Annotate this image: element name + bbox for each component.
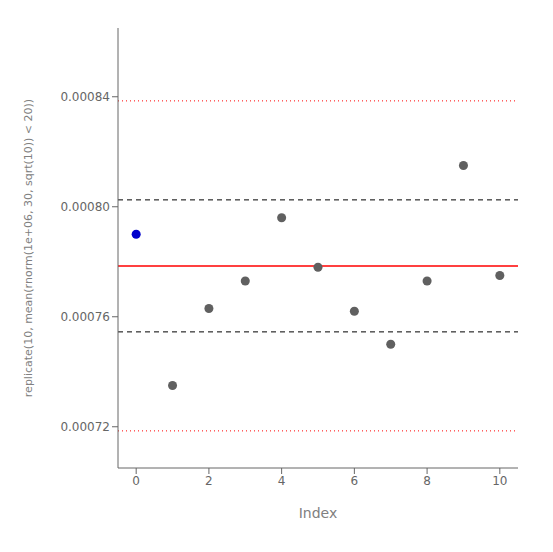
svg-text:0.00072: 0.00072 <box>60 420 110 434</box>
svg-text:replicate(10, mean(rnorm(1e+06: replicate(10, mean(rnorm(1e+06, 30, sqrt… <box>22 99 35 397</box>
svg-text:0: 0 <box>132 474 140 488</box>
svg-text:Index: Index <box>299 505 338 521</box>
svg-text:8: 8 <box>423 474 431 488</box>
svg-text:6: 6 <box>351 474 359 488</box>
svg-text:4: 4 <box>278 474 286 488</box>
svg-text:0.00076: 0.00076 <box>60 310 110 324</box>
svg-text:0.00084: 0.00084 <box>60 90 110 104</box>
svg-text:10: 10 <box>492 474 507 488</box>
svg-text:2: 2 <box>205 474 213 488</box>
svg-text:0.00080: 0.00080 <box>60 200 110 214</box>
